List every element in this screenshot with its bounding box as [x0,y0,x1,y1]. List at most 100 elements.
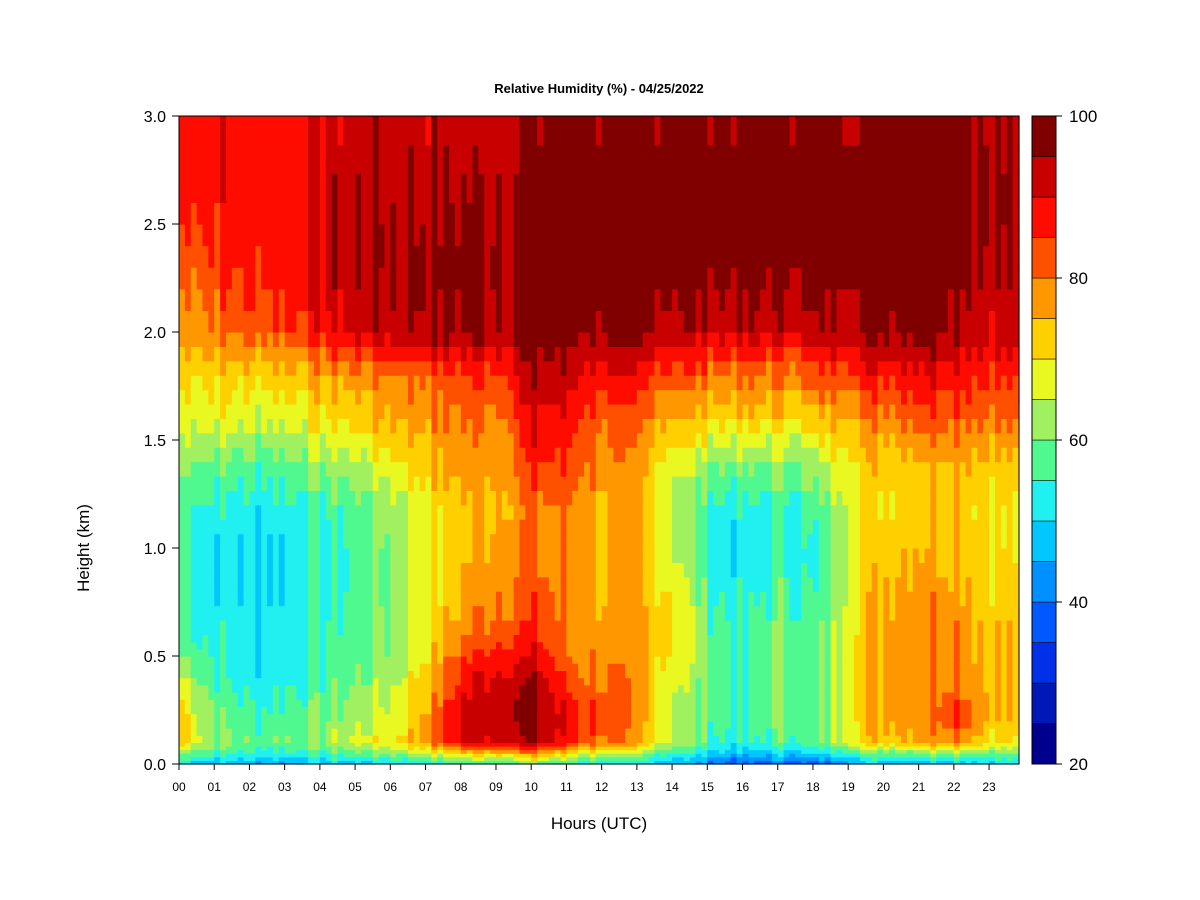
heatmap-cell [642,728,650,736]
heatmap-cell [519,641,526,650]
heatmap-cell [302,116,309,146]
heatmap-cell [466,288,474,311]
heatmap-cell [601,663,609,671]
heatmap-cell [196,756,204,761]
heatmap-cell [695,656,703,664]
heatmap-cell [548,591,556,607]
heatmap-cell [666,634,673,643]
heatmap-cell [220,504,227,520]
heatmap-cell [425,116,433,146]
heatmap-cell [425,641,433,650]
heatmap-cell [589,490,597,506]
heatmap-cell [184,447,192,463]
heatmap-cell [701,746,708,751]
heatmap-cell [683,548,691,563]
heatmap-cell [625,267,632,290]
heatmap-cell [355,562,362,578]
heatmap-cell [719,173,726,203]
heatmap-cell [325,735,333,743]
heatmap-cell [202,576,209,592]
heatmap-cell [431,116,438,146]
heatmap-cell [302,720,309,729]
heatmap-cell [695,490,703,506]
heatmap-cell [636,656,644,664]
heatmap-cell [349,677,356,686]
heatmap-cell [390,389,397,405]
heatmap-cell [396,202,403,225]
heatmap-cell [677,519,685,535]
heatmap-cell [695,418,703,434]
heatmap-cell [314,641,321,650]
heatmap-cell [648,692,656,700]
heatmap-cell [184,591,192,607]
heatmap-cell [701,375,708,391]
heatmap-cell [548,202,556,225]
heatmap-cell [179,720,186,729]
heatmap-cell [425,648,433,657]
heatmap-cell [460,144,468,175]
heatmap-cell [337,576,344,592]
heatmap-cell [208,360,215,376]
heatmap-cell [437,735,444,743]
heatmap-cell [601,519,609,535]
heatmap-cell [713,504,720,520]
heatmap-cell [390,656,397,664]
heatmap-cell [179,663,186,671]
heatmap-cell [390,461,397,477]
heatmap-cell [443,375,450,391]
heatmap-cell [419,641,427,650]
heatmap-cell [595,490,603,506]
heatmap-cell [396,641,403,650]
heatmap-cell [613,634,620,643]
heatmap-cell [225,519,233,535]
heatmap-cell [296,656,303,664]
heatmap-cell [378,245,386,268]
heatmap-cell [402,713,409,722]
heatmap-cell [407,562,415,578]
heatmap-cell [560,753,568,758]
heatmap-cell [290,742,297,747]
heatmap-cell [249,267,256,290]
heatmap-cell [196,173,204,203]
heatmap-cell [701,360,708,376]
heatmap-cell [695,706,703,715]
heatmap-cell [630,404,638,419]
heatmap-cell [642,418,650,434]
heatmap-cell [484,699,491,707]
heatmap-cell [689,389,697,405]
heatmap-cell [625,677,632,686]
heatmap-cell [255,746,262,751]
heatmap-cell [349,173,356,203]
heatmap-cell [249,245,256,268]
heatmap-cell [454,706,462,715]
heatmap-cell [742,576,749,592]
heatmap-cell [601,332,609,347]
heatmap-cell [349,432,356,448]
heatmap-cell [630,692,638,700]
heatmap-cell [355,720,362,729]
heatmap-cell [736,648,744,657]
heatmap-cell [225,677,233,686]
heatmap-cell [560,699,568,707]
heatmap-cell [507,360,515,376]
heatmap-cell [272,663,280,671]
heatmap-cell [443,490,450,506]
heatmap-cell [625,735,632,743]
heatmap-cell [660,310,667,333]
heatmap-cell [501,346,509,362]
heatmap-cell [672,699,679,707]
heatmap-cell [466,144,474,175]
heatmap-cell [490,310,497,333]
heatmap-cell [584,756,591,761]
heatmap-cell [713,692,720,700]
heatmap-cell [243,720,251,729]
heatmap-cell [407,360,415,376]
heatmap-cell [325,267,333,290]
heatmap-cell [531,728,538,736]
heatmap-cell [713,461,720,477]
heatmap-cell [349,548,356,563]
heatmap-cell [642,173,650,203]
heatmap-cell [478,202,485,225]
heatmap-cell [560,476,568,491]
heatmap-cell [713,706,720,715]
